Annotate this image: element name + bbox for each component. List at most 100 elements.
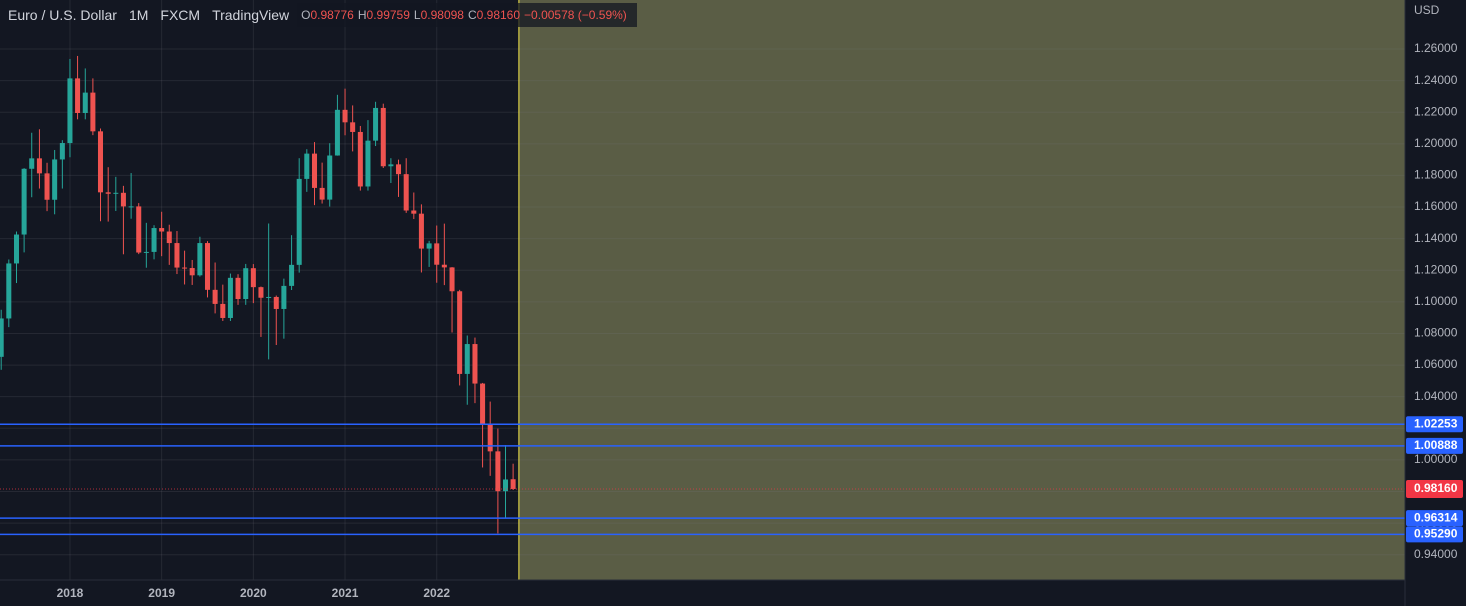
ohlc-value: 0.98098 xyxy=(420,8,464,22)
candle-body xyxy=(136,206,142,253)
candle-body xyxy=(449,267,455,292)
last-price-box xyxy=(1406,479,1463,498)
candle-body xyxy=(373,107,379,141)
y-tick-label: 1.14000 xyxy=(1414,231,1458,245)
ohlc-key: C xyxy=(467,8,477,22)
candle-body xyxy=(44,173,50,200)
y-tick-label: 1.24000 xyxy=(1414,73,1458,87)
candle-body xyxy=(495,451,501,492)
candle-body xyxy=(357,131,363,187)
candle-body xyxy=(21,168,27,235)
ohlc-value: 0.99759 xyxy=(366,8,410,22)
ohlc-legend: O 0.98776 H 0.99759 L 0.98098 C 0.98160 −0.00578… xyxy=(297,3,637,27)
candle-body xyxy=(0,318,4,357)
candle-body xyxy=(304,153,310,179)
candle-body xyxy=(59,143,65,160)
candle-body xyxy=(235,277,241,300)
x-tick-label: 2020 xyxy=(240,586,267,600)
ohlc-key: H xyxy=(357,8,367,22)
candle-body xyxy=(289,264,295,286)
candle-body xyxy=(258,287,264,298)
level-box xyxy=(1406,437,1463,454)
candle-body xyxy=(395,164,402,175)
candle-body xyxy=(143,251,149,253)
y-unit: USD xyxy=(1414,3,1440,17)
ohlc-value: 0.98160 xyxy=(476,8,521,22)
level-label: 0.95290 xyxy=(1414,526,1458,540)
candle-body xyxy=(487,424,493,452)
candle-body xyxy=(189,268,195,276)
candle-body xyxy=(296,178,302,265)
candle-body xyxy=(311,153,318,188)
candle-body xyxy=(434,243,440,265)
candle-body xyxy=(472,344,478,384)
candle-body xyxy=(212,289,218,304)
y-tick-label: 1.22000 xyxy=(1414,104,1458,118)
change-label: −0.00578 (−0.59%) xyxy=(524,8,627,22)
candle-body xyxy=(441,264,447,268)
candle-body xyxy=(273,296,279,309)
candle-body xyxy=(204,243,211,290)
candle-body xyxy=(182,267,188,269)
candle-body xyxy=(342,109,348,123)
candle-body xyxy=(480,383,486,425)
ohlc-key: O xyxy=(301,8,311,22)
y-tick-label: 1.26000 xyxy=(1414,41,1458,55)
last-price-label: 0.98160 xyxy=(1414,481,1458,495)
candle-body xyxy=(36,158,42,174)
candle-body xyxy=(502,479,509,492)
candle-body xyxy=(418,213,424,249)
highlight-region xyxy=(518,0,1405,580)
candle-body xyxy=(464,344,470,374)
candle-body xyxy=(105,192,111,194)
ohlc-key: L xyxy=(413,8,421,22)
chart-header: Euro / U.S. Dollar 1M FXCM TradingView O… xyxy=(0,3,637,27)
x-tick-label: 2022 xyxy=(423,586,450,600)
y-tick-label: 1.18000 xyxy=(1414,168,1458,182)
candle-body xyxy=(166,231,172,244)
candle-body xyxy=(388,164,394,167)
level-label: 1.02253 xyxy=(1414,416,1458,430)
platform: TradingView xyxy=(212,7,290,23)
candle-body xyxy=(380,107,386,167)
candle-body xyxy=(457,291,463,374)
source: FXCM xyxy=(160,7,201,23)
y-tick-label: 1.12000 xyxy=(1414,262,1458,276)
x-tick-label: 2018 xyxy=(57,586,84,600)
y-tick-label: 1.08000 xyxy=(1414,326,1458,340)
candle-body xyxy=(29,158,35,169)
candle-body xyxy=(327,155,333,200)
candle-body xyxy=(159,228,165,232)
level-box xyxy=(1406,526,1463,543)
candle-body xyxy=(197,243,203,276)
candle-body xyxy=(510,479,516,489)
candle-body xyxy=(365,140,371,187)
y-tick-label: 1.16000 xyxy=(1414,199,1458,213)
ohlc-value: 0.98776 xyxy=(310,8,354,22)
candle-body xyxy=(174,243,180,268)
candle-body xyxy=(411,210,417,214)
level-label: 1.00888 xyxy=(1414,438,1458,452)
candle-body xyxy=(6,263,12,319)
candle-body xyxy=(75,78,81,113)
candle-body xyxy=(67,78,73,144)
symbol-title: Euro / U.S. Dollar xyxy=(8,7,117,23)
x-tick-label: 2019 xyxy=(148,586,175,600)
candle-body xyxy=(97,131,104,193)
candle-body xyxy=(113,192,119,194)
level-label: 0.96314 xyxy=(1414,510,1458,524)
candle-body xyxy=(426,243,432,249)
y-tick-label: 1.10000 xyxy=(1414,294,1458,308)
y-tick-label: 1.20000 xyxy=(1414,136,1458,150)
candle-body xyxy=(227,277,233,318)
candle-body xyxy=(120,192,126,207)
candle-body xyxy=(350,122,356,132)
y-tick-label: 1.00000 xyxy=(1414,452,1458,466)
candle-body xyxy=(151,228,157,252)
candle-body xyxy=(334,109,340,156)
level-box xyxy=(1406,416,1463,433)
candle-body xyxy=(128,206,134,208)
candle-body xyxy=(319,187,325,200)
